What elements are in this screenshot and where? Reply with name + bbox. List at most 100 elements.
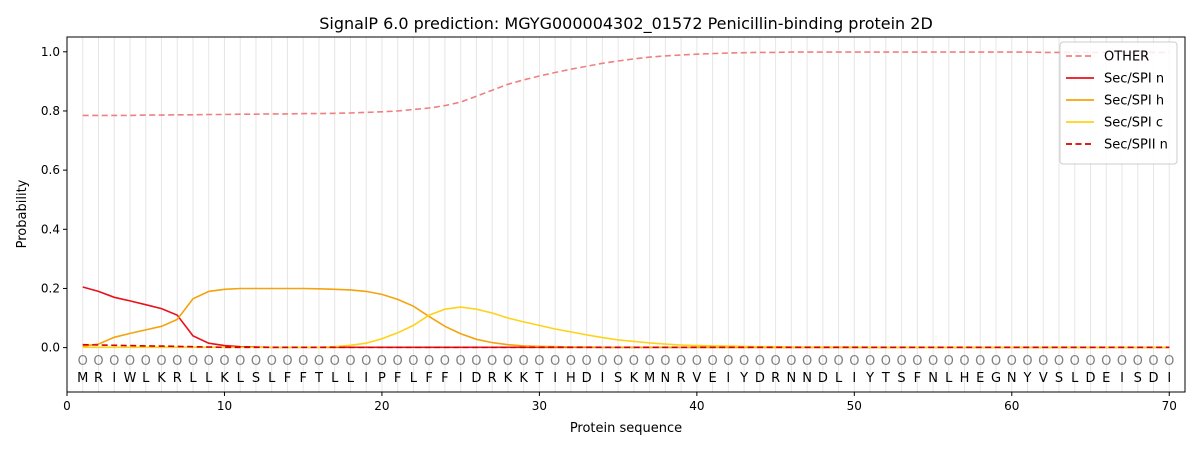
residue-letter: L <box>331 371 339 386</box>
residue-state-label: O <box>204 354 214 369</box>
residue-state-label: O <box>188 354 198 369</box>
residue-letter: K <box>220 371 229 386</box>
series-line-sec-spii-n <box>82 343 1170 349</box>
residue-state-label: O <box>660 354 670 369</box>
residue-state-label: O <box>928 354 938 369</box>
residue-letter: D <box>471 371 481 386</box>
x-tick-label: 30 <box>532 399 547 413</box>
residue-state-label: O <box>1133 354 1143 369</box>
residue-state-label: O <box>440 354 450 369</box>
residue-state-label: O <box>78 354 88 369</box>
y-tick-label: 0.2 <box>41 281 60 295</box>
residue-letter: T <box>534 371 543 386</box>
x-tick-label: 10 <box>217 399 232 413</box>
residue-letter: I <box>364 371 368 386</box>
residue-letter: D <box>755 371 765 386</box>
y-axis-ticks: 0.0 0.2 0.4 0.6 0.8 1.0 <box>41 45 67 355</box>
residue-letter: R <box>94 371 103 386</box>
residue-state-label: O <box>991 354 1001 369</box>
residue-letter: K <box>630 371 639 386</box>
residue-letter: F <box>394 371 401 386</box>
series-lines <box>82 51 1170 349</box>
residue-state-label: O <box>550 354 560 369</box>
residue-state-label: O <box>298 354 308 369</box>
residue-letter: P <box>378 371 386 386</box>
residue-state-label: O <box>267 354 277 369</box>
residue-state-label: O <box>645 354 655 369</box>
residue-state-label: O <box>1054 354 1064 369</box>
residue-state-label: O <box>424 354 434 369</box>
residue-letter: F <box>441 371 448 386</box>
residue-letter: Y <box>739 371 748 386</box>
residue-state-label: O <box>944 354 954 369</box>
residue-letter: M <box>77 371 88 386</box>
residue-letter: H <box>960 371 970 386</box>
residue-state-label: O <box>1101 354 1111 369</box>
residue-letter: K <box>157 371 166 386</box>
residue-state-label: O <box>156 354 166 369</box>
residue-letter: N <box>802 371 812 386</box>
legend-box <box>1059 41 1178 165</box>
residue-letter: T <box>314 371 323 386</box>
residue-state-label: O <box>109 354 119 369</box>
residue-letter: L <box>205 371 213 386</box>
residue-state-label: O <box>613 354 623 369</box>
residue-letter: E <box>708 371 716 386</box>
legend-label: Sec/SPII n <box>1104 138 1168 153</box>
residue-state-label: O <box>93 354 103 369</box>
series-line-sec-spi-c <box>82 306 1170 349</box>
residue-state-label: O <box>755 354 765 369</box>
residue-letter: V <box>1039 371 1048 386</box>
residue-state-label: O <box>896 354 906 369</box>
residue-state-label: O <box>1085 354 1095 369</box>
residue-state-label: O <box>251 354 261 369</box>
residue-letter: V <box>692 371 701 386</box>
residue-letter: D <box>818 371 828 386</box>
x-tick-label: 60 <box>1004 399 1019 413</box>
residue-state-label: O <box>802 354 812 369</box>
residue-state-label: O <box>786 354 796 369</box>
residue-state-label: O <box>519 354 529 369</box>
residue-annotations: OMOROIOWOLOKOROLOLOKOLOSOLOFOFOTOLOLOIOP… <box>77 354 1174 386</box>
residue-letter: L <box>268 371 276 386</box>
x-axis-label: Protein sequence <box>570 421 682 436</box>
residue-letter: S <box>252 371 260 386</box>
residue-state-label: O <box>770 354 780 369</box>
residue-state-label: O <box>833 354 843 369</box>
residue-state-label: O <box>1117 354 1127 369</box>
residue-state-label: O <box>582 354 592 369</box>
residue-state-label: O <box>487 354 497 369</box>
residue-state-label: O <box>597 354 607 369</box>
residue-state-label: O <box>1148 354 1158 369</box>
residue-letter: I <box>553 371 557 386</box>
residue-letter: Y <box>865 371 874 386</box>
residue-letter: S <box>614 371 622 386</box>
residue-state-label: O <box>723 354 733 369</box>
residue-letter: L <box>835 371 843 386</box>
residue-state-label: O <box>1007 354 1017 369</box>
residue-letter: Y <box>1023 371 1032 386</box>
residue-letter: N <box>660 371 670 386</box>
residue-letter: I <box>112 371 116 386</box>
residue-letter: F <box>425 371 432 386</box>
residue-state-label: O <box>692 354 702 369</box>
residue-state-label: O <box>534 354 544 369</box>
residue-letter: I <box>600 371 604 386</box>
residue-state-label: O <box>503 354 513 369</box>
residue-state-label: O <box>235 354 245 369</box>
residue-letter: S <box>1055 371 1063 386</box>
residue-letter: N <box>928 371 938 386</box>
residue-letter: R <box>488 371 497 386</box>
x-tick-label: 40 <box>689 399 704 413</box>
y-tick-label: 0.6 <box>41 163 60 177</box>
residue-letter: E <box>976 371 984 386</box>
residue-letter: L <box>410 371 418 386</box>
legend-label: Sec/SPI n <box>1104 72 1164 87</box>
residue-state-label: O <box>219 354 229 369</box>
x-tick-label: 70 <box>1162 399 1177 413</box>
series-line-other <box>82 51 1170 117</box>
residue-letter: F <box>299 371 306 386</box>
legend: OTHER Sec/SPI n Sec/SPI h Sec/SPI c Sec/SPII… <box>1059 41 1178 165</box>
residue-letter: I <box>1167 371 1171 386</box>
chart-title: SignalP 6.0 prediction: MGYG000004302_01… <box>319 14 933 34</box>
